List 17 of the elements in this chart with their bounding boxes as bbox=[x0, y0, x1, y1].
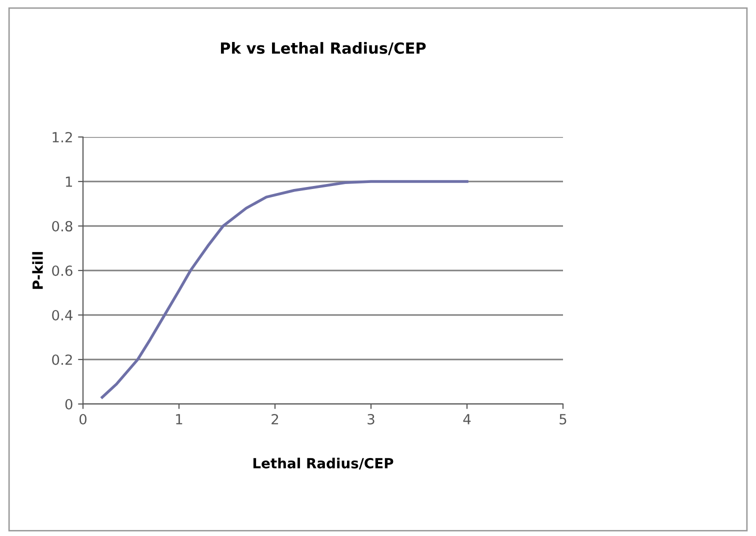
y-tick-label: 0.2 bbox=[52, 354, 72, 365]
x-tick-label: 4 bbox=[463, 414, 471, 424]
y-tick-label: 0.6 bbox=[52, 265, 72, 276]
x-tick-label: 5 bbox=[560, 414, 566, 424]
y-tick-label: 1.2 bbox=[52, 132, 72, 142]
y-axis-title: P-kill bbox=[32, 252, 43, 289]
x-tick-label: 3 bbox=[368, 414, 374, 424]
x-tick-label: 2 bbox=[272, 414, 278, 424]
x-tick-label: 1 bbox=[176, 414, 182, 424]
y-tick-label: 1 bbox=[66, 176, 72, 187]
y-tick-label: 0.8 bbox=[52, 220, 72, 232]
x-axis-title: Lethal Radius/CEP bbox=[253, 458, 394, 470]
y-tick-label: 0 bbox=[65, 398, 72, 410]
line-series bbox=[100, 180, 468, 399]
x-tick-label: 0 bbox=[79, 414, 86, 424]
chart-title: Pk vs Lethal Radius/CEP bbox=[220, 42, 426, 56]
y-tick-label: 0.4 bbox=[52, 310, 72, 320]
